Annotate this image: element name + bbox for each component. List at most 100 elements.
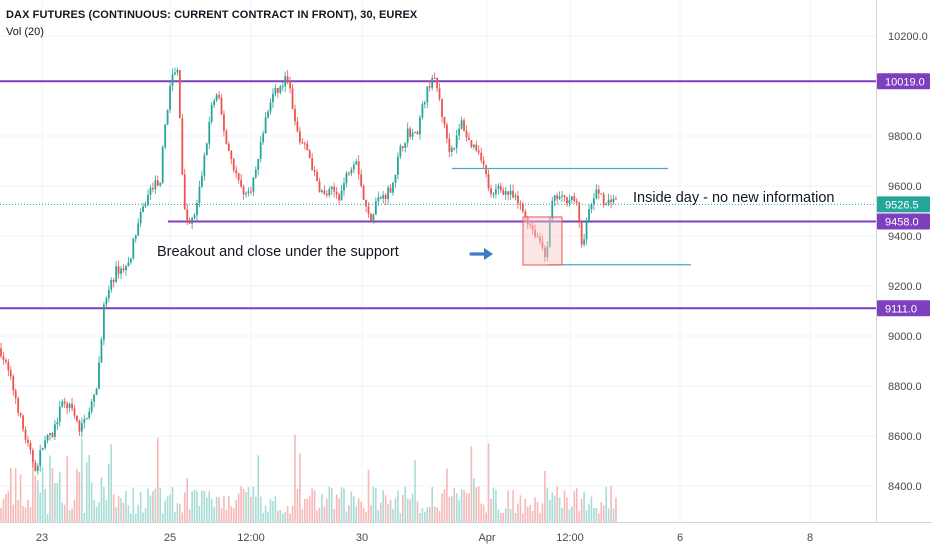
candle-body xyxy=(303,143,306,145)
volume-bar xyxy=(179,504,181,522)
time-tick-label: 30 xyxy=(356,532,368,544)
price-axis[interactable]: 8400.0 8600.0 8800.0 9000.0 9200.0 9400.0 9600… xyxy=(876,0,932,550)
candle-body xyxy=(205,143,208,156)
candle-body xyxy=(147,194,149,205)
candle-body xyxy=(372,214,375,221)
candle-body xyxy=(134,235,137,239)
candle-body xyxy=(389,187,392,193)
candle-body xyxy=(213,100,216,106)
volume-bar xyxy=(504,508,507,522)
candle-body xyxy=(524,211,527,218)
candle-body xyxy=(602,194,605,206)
volume-bar xyxy=(12,504,15,522)
candle-body xyxy=(100,339,103,363)
candle-body xyxy=(88,411,91,419)
volume-bar xyxy=(372,486,375,522)
candle-body xyxy=(360,174,363,186)
price-label-text: 9526.5 xyxy=(885,199,919,211)
candle-body xyxy=(534,229,536,237)
candle-body xyxy=(367,206,370,214)
volume-bar xyxy=(316,510,318,522)
volume-bar xyxy=(63,504,66,522)
candle-body xyxy=(115,266,118,282)
volume-bar xyxy=(588,504,590,522)
candle-body xyxy=(46,434,49,441)
volume-bar xyxy=(264,505,267,522)
volume-bar xyxy=(117,496,120,522)
volume-bar xyxy=(291,505,294,522)
price-label-badge xyxy=(877,73,930,90)
volume-bar xyxy=(553,495,556,522)
volume-bar xyxy=(68,510,71,522)
time-axis-background xyxy=(0,522,932,550)
volume-bar xyxy=(343,488,345,522)
candle-body xyxy=(188,219,191,224)
right-arrow-icon xyxy=(469,248,493,260)
candle-body xyxy=(125,265,127,271)
volume-bar xyxy=(575,488,578,522)
candle-body xyxy=(446,124,448,139)
volume-bar xyxy=(465,493,468,522)
candle-body xyxy=(338,194,340,201)
candle-body xyxy=(607,199,610,204)
inside-day-annotation: Inside day - no new information xyxy=(633,190,835,206)
candle-body xyxy=(521,203,524,212)
candle-body xyxy=(399,146,402,157)
volume-bar xyxy=(585,510,588,522)
candle-body xyxy=(27,439,29,443)
volume-bar xyxy=(235,500,237,522)
volume-bar xyxy=(112,494,115,522)
volume-bar xyxy=(73,499,76,522)
volume-bar xyxy=(318,507,321,522)
volume-bar xyxy=(152,490,154,522)
volume-bar xyxy=(419,512,421,522)
volume-bar xyxy=(353,496,355,522)
volume-bar xyxy=(426,507,429,522)
candle-body xyxy=(181,117,184,175)
volume-bar xyxy=(110,444,113,522)
candle-body xyxy=(443,116,446,125)
candle-body xyxy=(110,279,113,290)
candle-body xyxy=(610,199,612,203)
volume-bar xyxy=(563,490,566,522)
candle-body xyxy=(578,202,581,222)
volume-bar xyxy=(580,498,583,522)
candle-body xyxy=(379,197,382,199)
candle-body xyxy=(22,415,24,430)
volume-bar xyxy=(399,513,402,522)
candle-body xyxy=(448,138,451,152)
time-axis[interactable]: 23 25 12:00 30 Apr 12:00 6 8 xyxy=(0,522,932,550)
candle-body xyxy=(235,170,238,174)
volume-bar xyxy=(149,495,152,522)
candle-body xyxy=(225,131,228,144)
candle-body xyxy=(377,197,380,202)
volume-bar xyxy=(446,468,448,522)
volume-bar xyxy=(431,487,433,522)
candle-body xyxy=(164,124,167,148)
volume-bar xyxy=(612,508,615,522)
volume-bar xyxy=(392,508,394,522)
candle-body xyxy=(44,440,46,449)
candle-body xyxy=(423,102,426,105)
candle-body xyxy=(426,86,429,103)
price-tick-label: 9200.0 xyxy=(888,281,922,293)
volume-bar xyxy=(436,507,438,522)
volume-bar xyxy=(130,513,132,522)
candle-body xyxy=(328,189,331,196)
candle-body xyxy=(5,359,7,362)
time-tick-label: Apr xyxy=(478,532,495,544)
candle-body xyxy=(553,195,556,201)
volume-bar xyxy=(556,486,558,522)
volume-bar xyxy=(284,511,286,522)
candle-body xyxy=(487,174,490,189)
candle-body xyxy=(34,462,37,471)
volume-indicator-label[interactable]: Vol (20) xyxy=(6,26,44,38)
candle-body xyxy=(171,74,174,86)
candle-body xyxy=(374,201,377,215)
candle-body xyxy=(404,142,407,149)
volume-bar xyxy=(326,498,328,522)
volume-bar xyxy=(433,506,436,522)
candle-body xyxy=(490,188,492,195)
volume-bar xyxy=(105,500,108,522)
